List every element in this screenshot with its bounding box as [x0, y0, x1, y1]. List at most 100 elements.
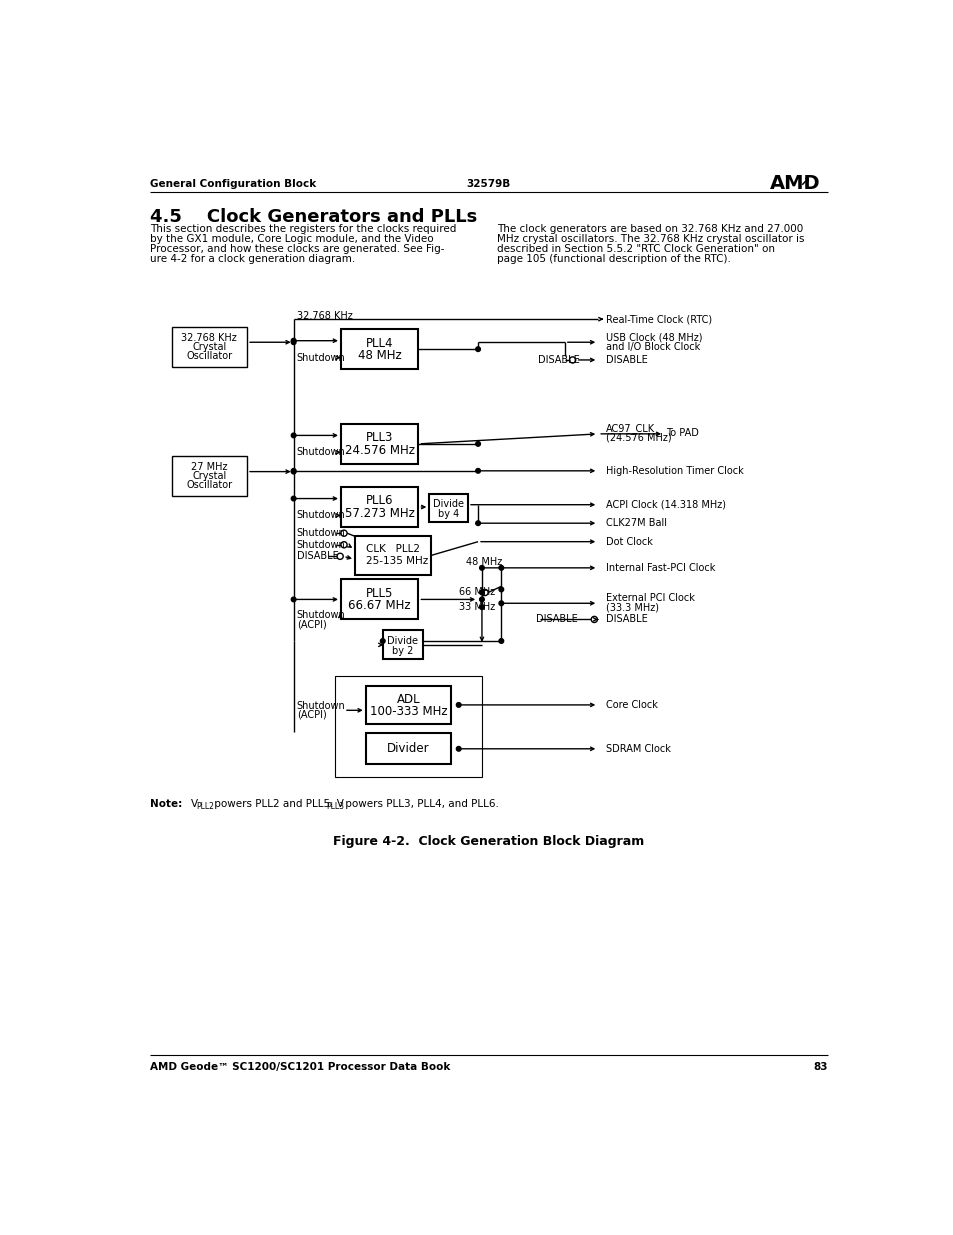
Text: by 4: by 4 — [437, 509, 458, 519]
Text: 48 MHz: 48 MHz — [357, 348, 401, 362]
Text: powers PLL3, PLL4, and PLL6.: powers PLL3, PLL4, and PLL6. — [341, 799, 498, 809]
Text: Shutdown: Shutdown — [296, 700, 345, 710]
Text: DISABLE: DISABLE — [536, 615, 578, 625]
Text: Oscillator: Oscillator — [186, 480, 232, 490]
Text: Note:: Note: — [150, 799, 182, 809]
Text: SDRAM Clock: SDRAM Clock — [605, 743, 670, 753]
Text: PLL6: PLL6 — [366, 494, 393, 508]
Bar — [382, 630, 422, 659]
Circle shape — [498, 587, 503, 592]
Text: described in Section 5.5.2 "RTC Clock Generation" on: described in Section 5.5.2 "RTC Clock Ge… — [497, 245, 774, 254]
Text: The clock generators are based on 32.768 KHz and 27.000: The clock generators are based on 32.768… — [497, 224, 802, 235]
Circle shape — [498, 601, 503, 605]
Text: Shutdown: Shutdown — [296, 447, 345, 457]
Text: Internal Fast-PCI Clock: Internal Fast-PCI Clock — [605, 563, 715, 573]
Bar — [335, 677, 481, 777]
Text: CLK   PLL2: CLK PLL2 — [365, 543, 419, 553]
Bar — [365, 685, 451, 724]
Text: 32579B: 32579B — [466, 179, 511, 189]
Text: by 2: by 2 — [392, 646, 414, 656]
Circle shape — [291, 340, 295, 345]
Text: CLK27M Ball: CLK27M Ball — [605, 519, 666, 529]
Text: powers PLL2 and PLL5. V: powers PLL2 and PLL5. V — [212, 799, 344, 809]
Text: ure 4-2 for a clock generation diagram.: ure 4-2 for a clock generation diagram. — [150, 254, 355, 264]
Text: High-Resolution Timer Clock: High-Resolution Timer Clock — [605, 466, 743, 475]
Text: Shutdown: Shutdown — [296, 610, 345, 620]
Text: and I/O Block Clock: and I/O Block Clock — [605, 342, 700, 352]
Circle shape — [456, 746, 460, 751]
Text: USB Clock (48 MHz): USB Clock (48 MHz) — [605, 332, 701, 342]
Bar — [365, 734, 451, 764]
Text: (ACPI): (ACPI) — [296, 710, 326, 720]
Text: (33.3 MHz): (33.3 MHz) — [605, 603, 659, 613]
Circle shape — [479, 605, 484, 609]
Text: Shutdown: Shutdown — [296, 353, 345, 363]
Circle shape — [479, 590, 484, 595]
Circle shape — [291, 496, 295, 501]
Text: 66.67 MHz: 66.67 MHz — [348, 599, 411, 613]
Text: Divide: Divide — [433, 499, 464, 509]
Text: General Configuration Block: General Configuration Block — [150, 179, 316, 189]
Circle shape — [476, 347, 480, 352]
Text: External PCI Clock: External PCI Clock — [605, 593, 694, 603]
Text: 48 MHz: 48 MHz — [466, 557, 502, 567]
Circle shape — [498, 638, 503, 643]
Circle shape — [291, 338, 295, 343]
Text: DISABLE: DISABLE — [296, 551, 338, 561]
Text: V: V — [191, 799, 197, 809]
Text: Processor, and how these clocks are generated. See Fig-: Processor, and how these clocks are gene… — [150, 245, 444, 254]
Text: PLL4: PLL4 — [366, 336, 393, 350]
Text: Shutdown: Shutdown — [296, 510, 345, 520]
Text: 57.273 MHz: 57.273 MHz — [344, 506, 415, 520]
Text: MHz crystal oscillators. The 32.768 KHz crystal oscillator is: MHz crystal oscillators. The 32.768 KHz … — [497, 235, 803, 245]
Text: DISABLE: DISABLE — [605, 615, 647, 625]
Circle shape — [456, 703, 460, 708]
Text: 27 MHz: 27 MHz — [191, 462, 227, 472]
Circle shape — [291, 468, 295, 473]
Text: by the GX1 module, Core Logic module, and the Video: by the GX1 module, Core Logic module, an… — [150, 235, 434, 245]
Text: PLL2: PLL2 — [195, 802, 213, 811]
Text: Divider: Divider — [387, 742, 429, 756]
Text: Crystal: Crystal — [192, 472, 226, 482]
Text: 83: 83 — [812, 1062, 827, 1072]
Text: ↗: ↗ — [798, 175, 808, 189]
Bar — [172, 456, 247, 496]
Circle shape — [498, 566, 503, 571]
Bar — [429, 494, 468, 521]
Circle shape — [291, 597, 295, 601]
Text: Core Clock: Core Clock — [605, 700, 658, 710]
Text: 32.768 KHz: 32.768 KHz — [296, 311, 352, 321]
Text: Shutdown: Shutdown — [296, 540, 345, 550]
Text: PLL3: PLL3 — [326, 802, 344, 811]
Bar — [340, 424, 418, 464]
Text: Figure 4-2.  Clock Generation Block Diagram: Figure 4-2. Clock Generation Block Diagr… — [333, 835, 644, 847]
Bar — [340, 330, 418, 369]
Circle shape — [291, 433, 295, 437]
Text: Shutdown: Shutdown — [296, 529, 345, 538]
Text: Crystal: Crystal — [192, 342, 226, 352]
Text: DISABLE: DISABLE — [605, 354, 647, 366]
Text: (24.576 MHz): (24.576 MHz) — [605, 432, 671, 442]
Text: AMD Geode™ SC1200/SC1201 Processor Data Book: AMD Geode™ SC1200/SC1201 Processor Data … — [150, 1062, 450, 1072]
Text: 100-333 MHz: 100-333 MHz — [369, 705, 447, 719]
Bar — [355, 536, 431, 574]
Text: Divide: Divide — [387, 636, 418, 646]
Text: ADL: ADL — [396, 693, 419, 706]
Text: 33 MHz: 33 MHz — [458, 603, 495, 613]
Text: PLL5: PLL5 — [366, 587, 393, 600]
Text: Dot Clock: Dot Clock — [605, 537, 652, 547]
Circle shape — [476, 442, 480, 446]
Text: 4.5    Clock Generators and PLLs: 4.5 Clock Generators and PLLs — [150, 209, 477, 226]
Text: Oscillator: Oscillator — [186, 351, 232, 361]
Circle shape — [476, 521, 480, 526]
Text: To PAD: To PAD — [666, 429, 699, 438]
Bar — [340, 579, 418, 620]
Text: AC97_CLK: AC97_CLK — [605, 424, 655, 433]
Circle shape — [476, 468, 480, 473]
Text: 25-135 MHz: 25-135 MHz — [365, 556, 428, 566]
Circle shape — [291, 469, 295, 474]
Text: AMD: AMD — [769, 174, 820, 193]
Text: Real-Time Clock (RTC): Real-Time Clock (RTC) — [605, 314, 711, 324]
Text: ACPI Clock (14.318 MHz): ACPI Clock (14.318 MHz) — [605, 500, 725, 510]
Text: DISABLE: DISABLE — [537, 354, 578, 366]
